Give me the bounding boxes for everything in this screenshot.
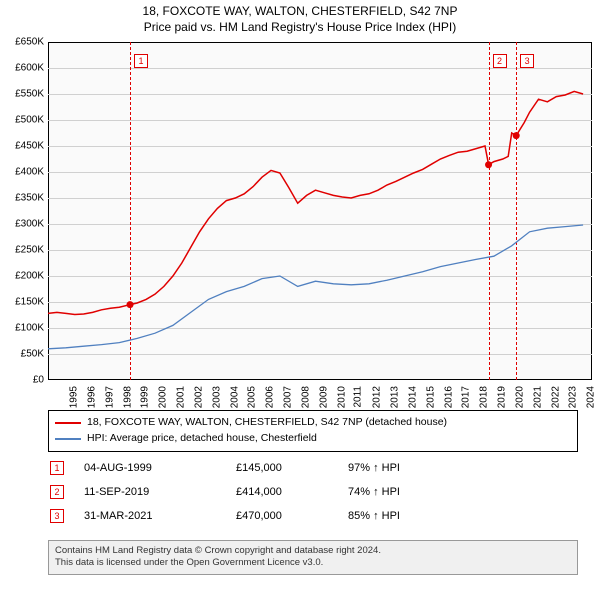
y-tick-label: £500K [4,115,44,126]
x-tick-label: 2010 [336,386,347,408]
event-number-box: 2 [50,485,64,499]
event-hpi-pct: 97% ↑ HPI [348,457,400,479]
y-tick-label: £50K [4,349,44,360]
event-point-marker [513,132,520,139]
y-tick-label: £250K [4,245,44,256]
x-tick-label: 1997 [104,386,115,408]
y-tick-label: £350K [4,193,44,204]
event-price: £145,000 [236,457,346,479]
title-line-1: 18, FOXCOTE WAY, WALTON, CHESTERFIELD, S… [0,4,600,20]
x-tick-label: 2004 [229,386,240,408]
y-tick-label: £550K [4,89,44,100]
x-tick-label: 2024 [585,386,596,408]
series-line-hpi [48,225,583,349]
event-point-marker [127,301,134,308]
x-tick-label: 2003 [211,386,222,408]
x-tick-label: 2008 [300,386,311,408]
x-tick-label: 2019 [496,386,507,408]
chart-lines-svg [48,42,592,380]
event-date: 04-AUG-1999 [84,457,234,479]
event-row: 1 04-AUG-1999£145,00097% ↑ HPI [50,457,400,479]
y-tick-label: £450K [4,141,44,152]
event-price: £470,000 [236,505,346,527]
legend-item: HPI: Average price, detached house, Ches… [55,431,571,447]
x-tick-label: 2011 [353,386,364,408]
event-hpi-pct: 74% ↑ HPI [348,481,400,503]
event-price: £414,000 [236,481,346,503]
x-tick-label: 2007 [282,386,293,408]
y-tick-label: £300K [4,219,44,230]
event-marker-box: 1 [134,54,148,68]
x-tick-label: 1998 [122,386,133,408]
event-marker-box: 2 [493,54,507,68]
event-point-marker [485,161,492,168]
x-tick-label: 2001 [175,386,186,408]
x-tick-label: 2018 [478,386,489,408]
legend-label: 18, FOXCOTE WAY, WALTON, CHESTERFIELD, S… [87,415,447,431]
events-table: 1 04-AUG-1999£145,00097% ↑ HPI 2 11-SEP-201… [48,455,402,529]
title-line-2: Price paid vs. HM Land Registry's House … [0,20,600,36]
x-tick-label: 2005 [247,386,258,408]
event-row: 2 11-SEP-2019£414,00074% ↑ HPI [50,481,400,503]
x-tick-label: 2021 [532,386,543,408]
x-tick-label: 1995 [68,386,79,408]
x-tick-label: 1996 [86,386,97,408]
x-tick-label: 2020 [514,386,525,408]
x-tick-label: 2015 [425,386,436,408]
attribution-footer: Contains HM Land Registry data © Crown c… [48,540,578,575]
legend-label: HPI: Average price, detached house, Ches… [87,431,317,447]
x-tick-label: 2002 [193,386,204,408]
x-tick-label: 1999 [140,386,151,408]
y-tick-label: £600K [4,63,44,74]
event-date: 31-MAR-2021 [84,505,234,527]
x-tick-label: 2017 [461,386,472,408]
y-tick-label: £0 [4,375,44,386]
chart-container: 18, FOXCOTE WAY, WALTON, CHESTERFIELD, S… [0,0,600,590]
x-tick-label: 2023 [568,386,579,408]
event-date: 11-SEP-2019 [84,481,234,503]
chart-title: 18, FOXCOTE WAY, WALTON, CHESTERFIELD, S… [0,0,600,35]
x-tick-label: 2012 [371,386,382,408]
y-tick-label: £400K [4,167,44,178]
x-tick-label: 2006 [264,386,275,408]
event-number-box: 1 [50,461,64,475]
legend: 18, FOXCOTE WAY, WALTON, CHESTERFIELD, S… [48,410,578,452]
y-tick-label: £150K [4,297,44,308]
event-number-box: 3 [50,509,64,523]
event-hpi-pct: 85% ↑ HPI [348,505,400,527]
y-tick-label: £100K [4,323,44,334]
x-tick-label: 2000 [157,386,168,408]
event-marker-box: 3 [520,54,534,68]
legend-swatch [55,438,81,440]
plot-area: 1 23 [48,42,592,380]
y-tick-label: £200K [4,271,44,282]
x-tick-label: 2022 [550,386,561,408]
x-tick-label: 2016 [443,386,454,408]
footer-line-2: This data is licensed under the Open Gov… [55,557,571,569]
x-tick-label: 2013 [389,386,400,408]
footer-line-1: Contains HM Land Registry data © Crown c… [55,545,571,557]
legend-swatch [55,422,81,424]
legend-item: 18, FOXCOTE WAY, WALTON, CHESTERFIELD, S… [55,415,571,431]
x-tick-label: 2009 [318,386,329,408]
y-tick-label: £650K [4,37,44,48]
x-tick-label: 2014 [407,386,418,408]
event-row: 3 31-MAR-2021£470,00085% ↑ HPI [50,505,400,527]
